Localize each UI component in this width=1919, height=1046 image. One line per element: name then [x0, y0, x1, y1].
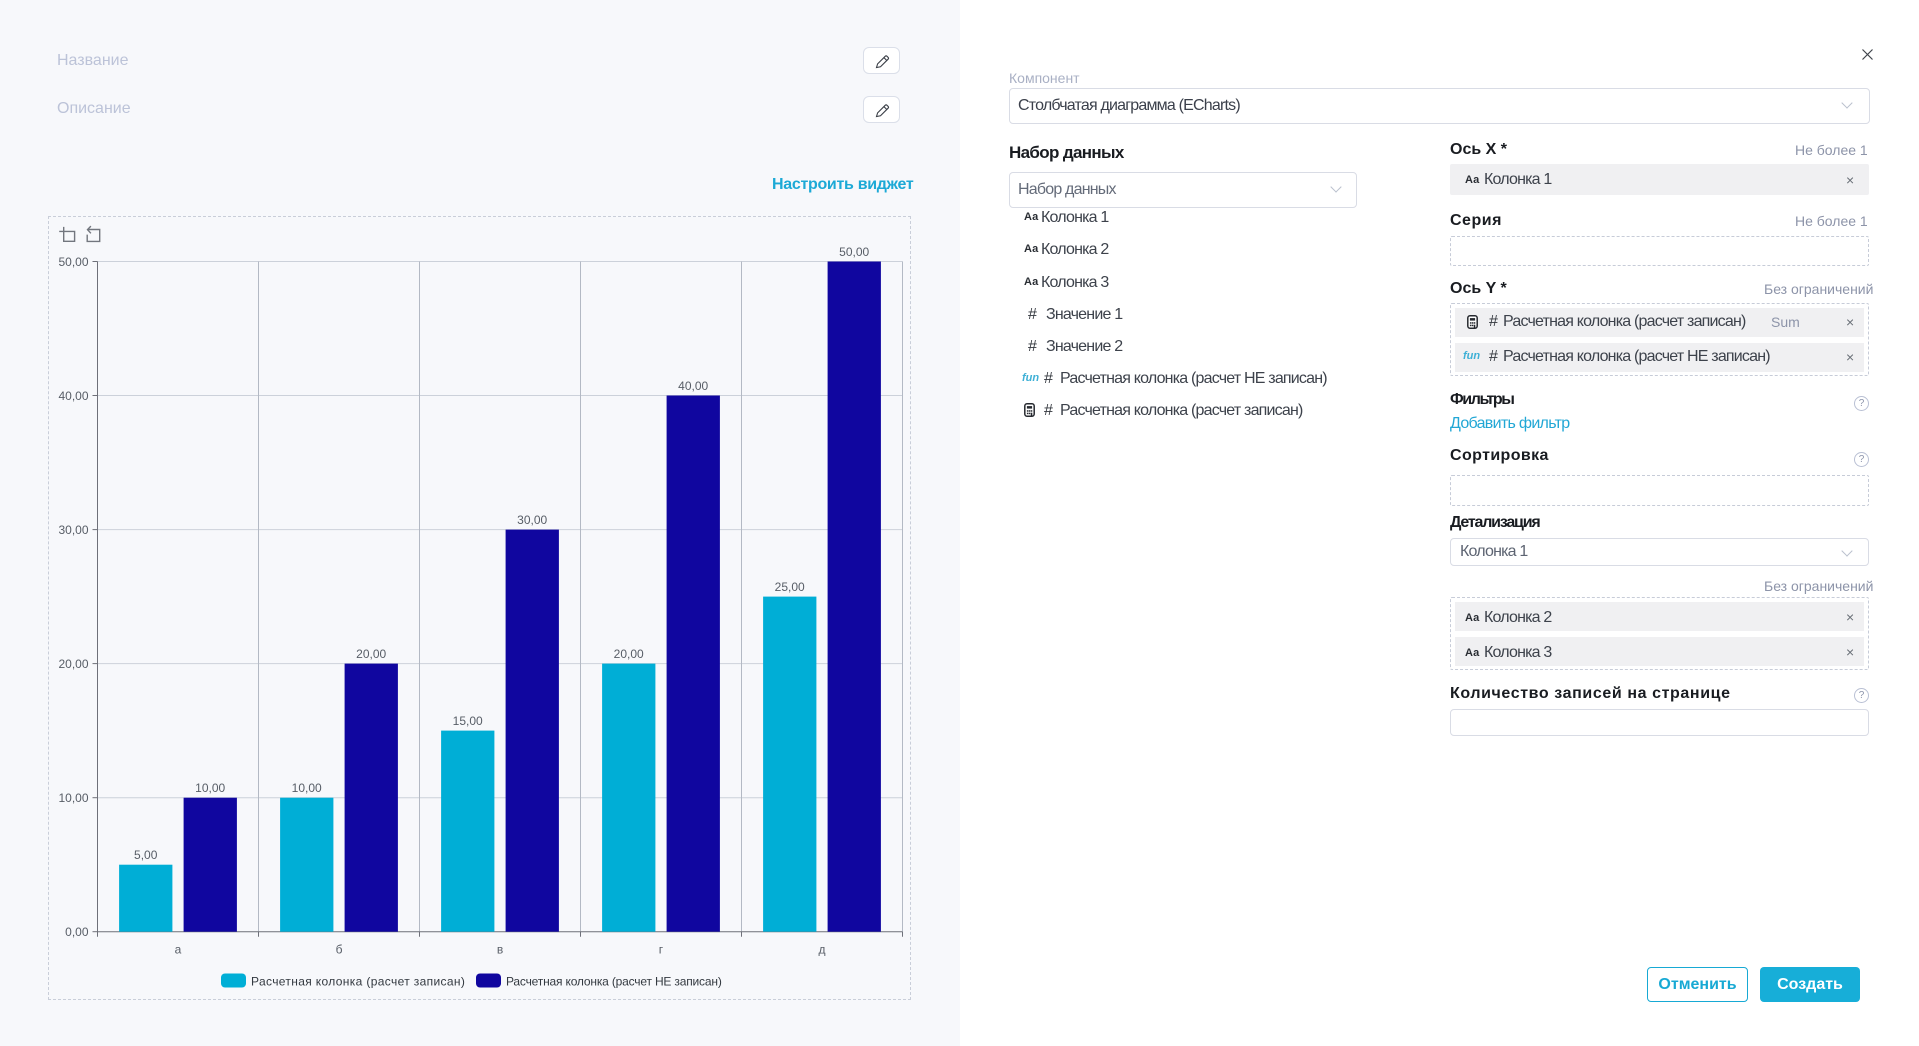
- svg-text:а: а: [175, 943, 182, 957]
- svg-text:50,00: 50,00: [839, 245, 869, 259]
- svg-text:б: б: [336, 943, 343, 957]
- svg-text:г: г: [659, 943, 664, 957]
- svg-text:15,00: 15,00: [453, 714, 483, 728]
- svg-text:10,00: 10,00: [292, 781, 322, 795]
- svg-text:Расчетная колонка (расчет НЕ з: Расчетная колонка (расчет НЕ записан): [506, 975, 722, 989]
- svg-text:10,00: 10,00: [195, 781, 225, 795]
- svg-text:20,00: 20,00: [58, 657, 88, 671]
- svg-text:0,00: 0,00: [65, 925, 89, 939]
- svg-text:40,00: 40,00: [678, 379, 708, 393]
- svg-text:20,00: 20,00: [614, 647, 644, 661]
- svg-text:д: д: [818, 943, 825, 957]
- svg-text:50,00: 50,00: [58, 255, 88, 269]
- svg-text:25,00: 25,00: [775, 580, 805, 594]
- svg-text:20,00: 20,00: [356, 647, 386, 661]
- svg-text:30,00: 30,00: [58, 523, 88, 537]
- svg-text:5,00: 5,00: [134, 848, 158, 862]
- svg-text:30,00: 30,00: [517, 513, 547, 527]
- svg-text:10,00: 10,00: [58, 791, 88, 805]
- svg-text:40,00: 40,00: [58, 389, 88, 403]
- svg-text:в: в: [497, 943, 503, 957]
- svg-text:Расчетная колонка (расчет запи: Расчетная колонка (расчет записан): [251, 975, 465, 989]
